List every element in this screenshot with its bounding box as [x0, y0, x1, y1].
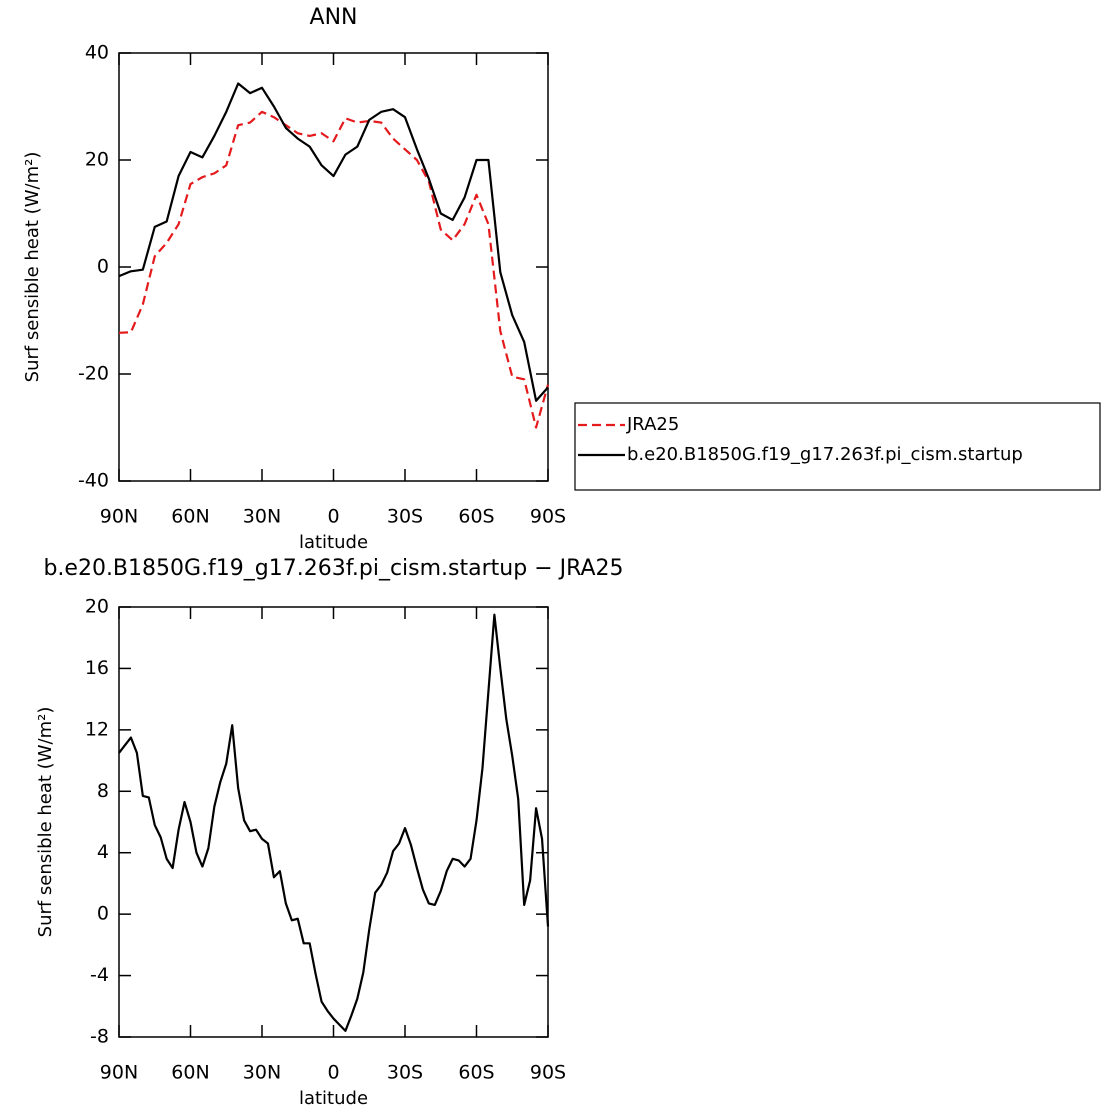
x-tick-label: 30S: [387, 1062, 423, 1084]
x-tick-label: 60N: [171, 1062, 209, 1084]
x-tick-label: 60S: [458, 1062, 494, 1084]
x-tick-label: 90S: [530, 506, 566, 528]
x-tick-label: 30S: [387, 506, 423, 528]
y-tick-label: 0: [97, 256, 109, 278]
x-tick-label: 0: [327, 506, 339, 528]
data-line: [118, 613, 550, 1032]
y-tick-label: 16: [85, 657, 109, 679]
y-tick-label: -40: [78, 470, 109, 492]
y-tick-label: -8: [90, 1026, 109, 1048]
y-tick-label: -20: [78, 363, 109, 385]
y-tick-label: 8: [97, 780, 109, 802]
legend-label: b.e20.B1850G.f19_g17.263f.pi_cism.startu…: [627, 444, 1023, 465]
x-tick-label: 30N: [243, 1062, 281, 1084]
x-axis-label: latitude: [299, 532, 368, 553]
y-axis-label: Surf sensible heat (W/m²): [35, 707, 56, 938]
x-tick-label: 60S: [458, 506, 494, 528]
y-tick-label: 4: [97, 841, 109, 863]
x-axis-label: latitude: [299, 1088, 368, 1109]
legend-box: [574, 402, 1101, 491]
plot-frame: [118, 52, 549, 482]
y-axis-label: Surf sensible heat (W/m²): [22, 152, 43, 383]
data-line: [118, 82, 549, 402]
y-tick-label: 20: [85, 149, 109, 171]
x-tick-label: 90S: [530, 1062, 566, 1084]
y-tick-label: 20: [85, 596, 109, 618]
y-tick-label: 12: [85, 718, 109, 740]
chart-title: b.e20.B1850G.f19_g17.263f.pi_cism.startu…: [43, 556, 623, 581]
y-tick-label: -4: [90, 964, 109, 986]
data-line: [118, 110, 550, 429]
x-tick-label: 90N: [100, 506, 138, 528]
plot-frame: [118, 606, 549, 1038]
x-tick-label: 30N: [243, 506, 281, 528]
y-tick-label: 0: [97, 903, 109, 925]
legend-label: JRA25: [626, 414, 679, 435]
x-tick-label: 90N: [100, 1062, 138, 1084]
x-tick-label: 0: [327, 1062, 339, 1084]
chart-title: ANN: [310, 5, 358, 30]
y-tick-label: 40: [85, 42, 109, 64]
x-tick-label: 60N: [171, 506, 209, 528]
